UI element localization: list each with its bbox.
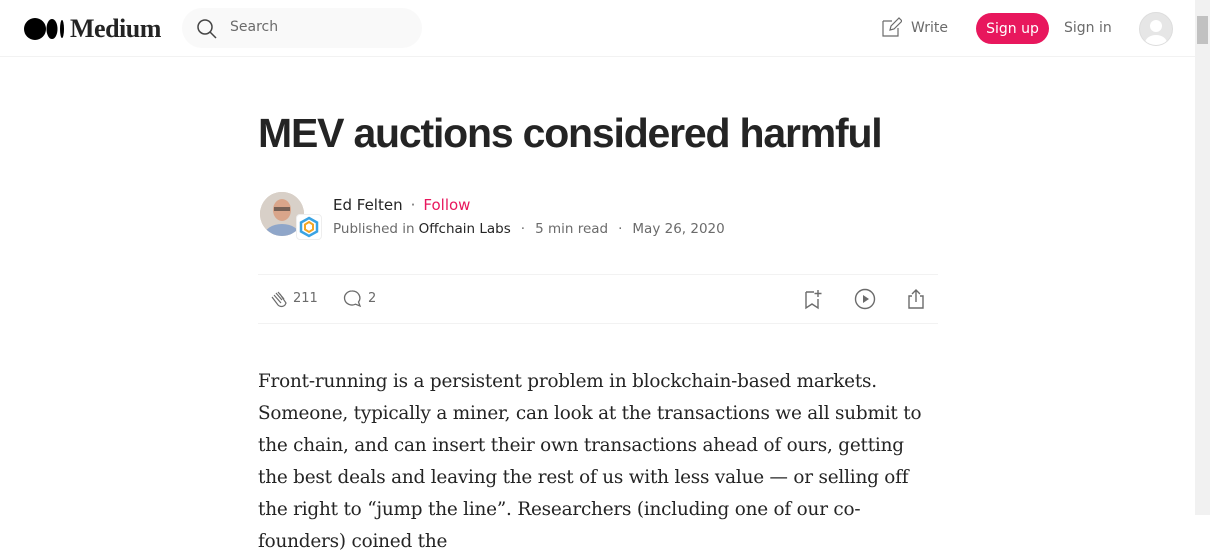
write-label: Write	[911, 20, 948, 36]
search-box[interactable]: Search	[182, 8, 422, 48]
article-paragraph: Front-running is a persistent problem in…	[258, 371, 922, 552]
read-time: 5 min read	[535, 221, 609, 237]
published-in: Published in	[333, 221, 415, 237]
sign-up-button[interactable]: Sign up	[976, 13, 1049, 44]
clap-icon[interactable]	[266, 287, 290, 311]
user-avatar[interactable]	[1139, 12, 1173, 46]
scroll-thumb[interactable]	[1197, 16, 1208, 44]
follow-link[interactable]: Follow	[423, 196, 471, 214]
logo-text: Medium	[70, 14, 161, 43]
article-title: MEV auctions considered harmful	[258, 110, 883, 156]
publish-date: May 26, 2020	[632, 221, 725, 237]
listen-icon[interactable]	[853, 287, 877, 311]
clap-count: 211	[293, 291, 318, 306]
response-count: 2	[368, 291, 377, 306]
sign-up-label: Sign up	[986, 20, 1039, 37]
publication-logo[interactable]	[296, 214, 322, 240]
separator: ·	[410, 196, 416, 214]
response-icon[interactable]	[342, 288, 364, 310]
logo[interactable]: Medium	[24, 14, 161, 44]
author-name[interactable]: Ed Felten	[333, 196, 403, 214]
sign-in-link[interactable]: Sign in	[1064, 20, 1112, 36]
publication-icon	[299, 216, 319, 238]
scrollbar[interactable]	[1195, 0, 1210, 515]
header: Medium Search Write Sign up Sign in	[0, 0, 1195, 57]
write-button[interactable]: Write	[880, 17, 948, 39]
bookmark-icon[interactable]	[802, 288, 824, 310]
publication-line: Published in Offchain Labs · 5 min read …	[333, 221, 725, 237]
search-icon	[197, 19, 217, 39]
share-icon[interactable]	[905, 287, 927, 311]
author-line: Ed Felten · Follow	[333, 196, 470, 214]
publication-name[interactable]: Offchain Labs	[418, 221, 511, 237]
logo-mark	[24, 18, 64, 40]
search-placeholder: Search	[230, 19, 279, 35]
write-icon	[882, 17, 902, 37]
separator: ·	[618, 221, 623, 237]
separator: ·	[520, 221, 526, 237]
user-icon	[1145, 20, 1167, 45]
action-bar: 211 2	[258, 274, 938, 324]
